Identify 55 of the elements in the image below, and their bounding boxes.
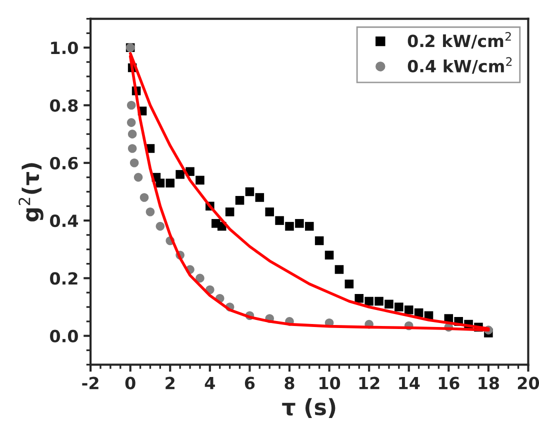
point (265, 208, 274, 216)
point (334, 265, 344, 274)
x-tick-label: 2 (166, 376, 174, 390)
x-tick-label: 20 (518, 376, 539, 390)
point (156, 222, 165, 231)
point (128, 144, 137, 153)
x-tick-label: 16 (438, 376, 460, 390)
y-tick-label: 0.2 (50, 272, 78, 285)
point (134, 172, 143, 182)
point (394, 302, 404, 312)
point (225, 208, 234, 216)
x-tick-label: 18 (478, 376, 499, 390)
x-tick-label: 12 (359, 376, 380, 390)
point (404, 306, 414, 314)
point (255, 193, 264, 202)
point (285, 222, 294, 231)
y-tick-label: 0.0 (50, 330, 78, 342)
point (384, 300, 394, 309)
point (344, 280, 354, 288)
point (235, 196, 244, 205)
point (314, 236, 324, 246)
point (275, 216, 284, 225)
x-tick-label: 4 (204, 376, 215, 390)
x-tick-label: 10 (320, 376, 340, 390)
y-axis-title: g$^{2}$(τ) (18, 163, 44, 222)
point (324, 250, 334, 260)
point (176, 170, 184, 179)
x-tick-label: 8 (284, 376, 294, 390)
x-tick-label: 6 (244, 376, 255, 390)
y-tick-label: 0.8 (50, 99, 78, 112)
point (295, 219, 304, 228)
y-tick-label: 0.4 (50, 214, 78, 228)
point (140, 193, 149, 202)
point (156, 178, 165, 188)
point (374, 296, 384, 306)
y-tick-label: 0.6 (50, 156, 78, 170)
point (196, 176, 204, 185)
point (126, 118, 136, 127)
y-tick-label: 1.0 (51, 42, 78, 54)
point (146, 208, 155, 216)
legend-label: 0.2 kW/cm$^{2}$ (408, 32, 511, 49)
point (354, 294, 364, 303)
legend-label: 0.4 kW/cm$^{2}$ (408, 57, 512, 74)
x-tick-label: 0 (125, 376, 136, 390)
x-tick-label: -2 (82, 376, 98, 390)
point (304, 222, 314, 231)
point (245, 187, 254, 196)
point (364, 296, 374, 306)
x-axis-title: τ (s) (282, 398, 336, 418)
point (126, 100, 136, 110)
point (196, 274, 204, 283)
point (166, 178, 175, 188)
x-tick-label: 14 (399, 376, 420, 390)
point (130, 158, 139, 168)
point (128, 130, 137, 138)
